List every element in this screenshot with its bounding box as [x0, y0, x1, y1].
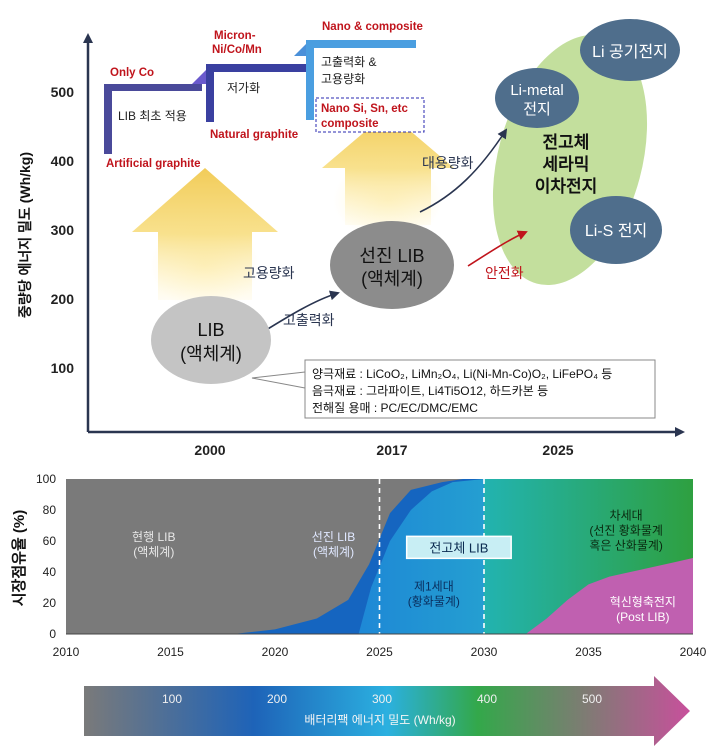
area-y-label: 시장점유율 (%)	[10, 510, 28, 607]
safety-arrow	[467, 230, 528, 267]
high-power-label-1: 고출력화 &	[321, 55, 377, 69]
y-tick-labels: 100 200 300 400 500	[51, 84, 75, 376]
natural-graphite-label: Natural graphite	[210, 129, 298, 141]
nano-si-box	[315, 97, 425, 133]
area-x-tick-2025: 2025	[366, 645, 393, 659]
high-capacity-label: 고용량화	[243, 265, 295, 281]
area-region-label-1: 선진 LIB	[312, 530, 355, 544]
micron-label-2: Ni/Co/Mn	[212, 44, 262, 56]
area-region-label-4: 혁신형축전지	[610, 595, 676, 609]
solid-state-badge	[405, 535, 512, 560]
svg-text:선진 LIB: 선진 LIB	[359, 246, 424, 266]
area-post-lib	[525, 558, 693, 634]
area-region-label-1: (액체계)	[313, 545, 354, 559]
svg-text:전고체: 전고체	[543, 133, 590, 152]
nano-composite-label: Nano & composite	[322, 21, 423, 33]
bar-label: 배터리팩 에너지 밀도 (Wh/kg)	[304, 713, 455, 727]
anode-materials: 음극재료 : 그라파이트, Li4Ti5O12, 하드카본 등	[312, 384, 548, 398]
step-shapes	[104, 40, 416, 154]
top-diagram: 중량당 에너지 밀도 (Wh/kg) 100 200 300 400 500 2…	[17, 19, 685, 458]
area-region-label-0: 현행 LIB	[132, 529, 175, 544]
advanced-lib-bubble: 선진 LIB (액체계)	[330, 221, 454, 309]
y-tick-200: 200	[51, 291, 75, 307]
area-region-label-2: (황화물계)	[408, 595, 460, 609]
bar-tick-300: 300	[372, 692, 392, 706]
large-capacity-arrow	[419, 128, 508, 213]
y-axis-label: 중량당 에너지 밀도 (Wh/kg)	[17, 152, 33, 318]
glow-arrows	[132, 112, 454, 310]
materials-box	[304, 359, 656, 419]
x-tick-2000: 2000	[194, 442, 225, 458]
area-region-label-3: (선진 황화물계	[589, 523, 663, 537]
area-region-label-3: 차세대	[610, 508, 643, 522]
area-region-label-3: 혹은 산화물계)	[589, 538, 663, 552]
area-region-label-4: (Post LIB)	[616, 610, 669, 624]
micron-label-1: Micron-	[214, 30, 256, 42]
bar-tick-100: 100	[162, 692, 182, 706]
svg-text:세라믹: 세라믹	[543, 155, 590, 174]
area-x-tick-2035: 2035	[575, 645, 602, 659]
x-tick-2025: 2025	[542, 442, 573, 458]
electrolyte-materials: 전해질 용매 : PC/EC/DMC/EMC	[312, 401, 478, 415]
market-share-chart: 시장점유율 (%) 2010 2015 2020 2025 2030 2035 204002…	[10, 472, 707, 659]
area-region-label-2: 제1세대	[414, 580, 454, 594]
area-x-tick-2040: 2040	[680, 645, 707, 659]
area-y-tick-20: 20	[43, 596, 57, 610]
area-x-tick-2020: 2020	[262, 645, 289, 659]
energy-density-bar: 100 200 300 400 500 배터리팩 에너지 밀도 (Wh/kg)	[84, 676, 690, 746]
bar-tick-400: 400	[477, 692, 497, 706]
nano-si-label-1: Nano Si, Sn, etc	[321, 103, 409, 115]
area-region-label-0: (액체계)	[133, 545, 174, 559]
bar-tick-200: 200	[267, 692, 287, 706]
only-co-label: Only Co	[110, 67, 154, 79]
svg-text:이차전지: 이차전지	[535, 177, 598, 196]
y-tick-500: 500	[51, 84, 75, 100]
area-region-labels: 현행 LIB(액체계)선진 LIB(액체계)제1세대(황화물계)차세대(선진 황…	[132, 508, 676, 624]
lib-first-label: LIB 최초 적용	[118, 109, 187, 123]
high-output-label: 고출력화	[283, 312, 335, 328]
nano-si-label-2: composite	[321, 118, 379, 130]
cathode-materials: 양극재료 : LiCoO₂, LiMn₂O₄, Li(Ni-Mn-Co)O₂, …	[312, 367, 612, 381]
solid-state-badge-label: 전고체 LIB	[429, 540, 488, 555]
step-labels: Only Co LIB 최초 적용 Artificial graphite Mi…	[106, 21, 425, 170]
svg-text:LIB: LIB	[197, 320, 224, 340]
low-cost-label: 저가화	[227, 81, 260, 95]
x-tick-2017: 2017	[376, 442, 407, 458]
area-y-tick-40: 40	[43, 565, 57, 579]
materials-callout-pointer	[251, 371, 306, 389]
svg-text:Li-S 전지: Li-S 전지	[585, 222, 647, 240]
lib-liquid-bubble: LIB (액체계)	[151, 296, 271, 384]
svg-text:(액체계): (액체계)	[361, 269, 423, 289]
area-y-tick-0: 0	[49, 627, 56, 641]
area-x-tick-2030: 2030	[471, 645, 498, 659]
area-x-tick-2015: 2015	[157, 645, 184, 659]
area-y-tick-80: 80	[43, 503, 57, 517]
li-metal-bubble: Li-metal 전지	[495, 68, 579, 128]
li-air-bubble: Li 공기전지	[580, 19, 680, 81]
x-tick-labels: 2000 2017 2025	[194, 442, 573, 458]
large-capacity-label: 대용량화	[422, 155, 474, 171]
solid-state-label: 전고체 세라믹 이차전지	[535, 133, 598, 196]
high-power-label-2: 고용량화	[321, 72, 365, 86]
li-s-bubble: Li-S 전지	[570, 196, 662, 264]
artificial-graphite-label: Artificial graphite	[106, 158, 201, 170]
y-tick-300: 300	[51, 222, 75, 238]
y-tick-100: 100	[51, 360, 75, 376]
area-y-tick-60: 60	[43, 534, 57, 548]
area-layers	[66, 479, 693, 634]
area-y-tick-100: 100	[36, 472, 56, 486]
svg-text:전지: 전지	[523, 101, 551, 118]
area-x-tick-2010: 2010	[53, 645, 80, 659]
svg-text:Li 공기전지: Li 공기전지	[592, 43, 668, 61]
bar-tick-500: 500	[582, 692, 602, 706]
safety-label: 안전화	[485, 265, 524, 281]
svg-text:Li-metal: Li-metal	[510, 82, 563, 99]
y-tick-400: 400	[51, 153, 75, 169]
svg-text:(액체계): (액체계)	[180, 344, 242, 364]
